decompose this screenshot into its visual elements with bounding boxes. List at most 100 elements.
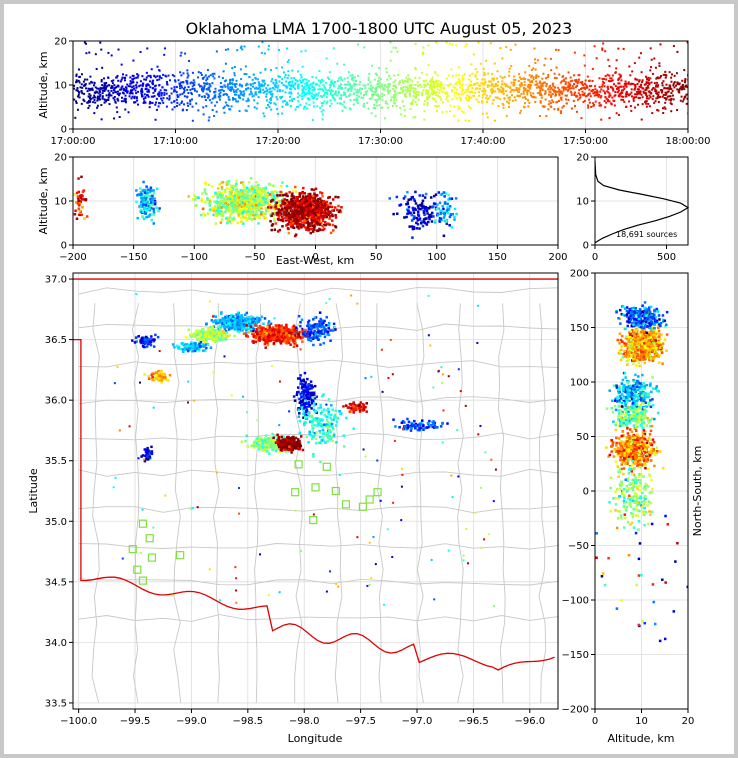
time-altitude-point [306,107,309,110]
time-altitude-point [278,76,281,79]
time-altitude-point [410,83,413,86]
time-altitude-point [512,83,515,86]
time-altitude-point [659,43,662,46]
time-altitude-point [307,89,310,92]
time-altitude-point [131,92,134,95]
east-west-point [305,216,309,219]
time-altitude-point [365,93,368,96]
time-altitude-point [562,105,565,108]
time-altitude-point [270,90,273,93]
time-altitude-point [461,93,464,96]
east-west-point [443,195,446,198]
time-altitude-point [243,73,246,76]
time-altitude-point [354,98,357,101]
time-altitude-point [148,90,151,93]
time-altitude-point [107,96,110,99]
time-altitude-point [276,98,279,101]
time-altitude-point [608,65,611,68]
county-line [91,303,100,704]
time-altitude-point [120,78,123,81]
time-altitude-point [307,80,310,83]
time-altitude-point [168,79,171,82]
time-altitude-point [324,81,327,84]
time-altitude-point [451,90,454,93]
east-west-point [250,185,253,188]
time-altitude-point [557,90,560,93]
time-altitude-point [99,88,102,91]
time-altitude-point [168,94,171,97]
time-altitude-point [545,115,548,118]
east-west-point [449,213,453,216]
time-altitude-point [401,91,404,94]
time-altitude-point [180,74,183,77]
east-west-point [315,222,319,225]
east-west-point [187,195,191,198]
east-west-point [221,201,224,205]
time-altitude-point [129,80,132,83]
time-altitude-point [191,82,194,85]
time-altitude-point [133,95,136,98]
time-altitude-point [153,74,156,77]
time-altitude-point [431,90,434,93]
time-altitude-point [296,84,299,87]
time-altitude-point [516,89,519,92]
east-west-point [237,193,240,197]
time-altitude-point [435,81,438,84]
east-west-point [225,183,229,186]
time-altitude-point [487,97,490,100]
time-altitude-point [531,80,534,83]
east-west-point [255,193,258,197]
time-altitude-point [137,74,140,77]
time-altitude-point [199,71,202,74]
time-altitude-point [426,91,429,94]
east-west-point [295,199,298,203]
time-altitude-point [303,106,306,109]
time-altitude-point [270,80,273,83]
time-altitude-point [223,93,226,96]
east-west-point [283,206,287,209]
east-west-point [410,213,414,217]
east-west-point [276,204,280,208]
time-altitude-point [442,101,445,104]
time-altitude-point [669,95,672,98]
east-west-altitude-tick-label-x: 200 [548,252,567,263]
time-altitude-point [256,78,259,81]
time-altitude-point [375,86,378,89]
time-altitude-point [222,90,225,93]
time-altitude-point [312,88,315,91]
east-west-point [245,213,248,217]
east-west-point [220,196,223,199]
time-altitude-point [338,85,341,88]
east-west-point [76,195,80,198]
time-altitude-point [455,88,458,91]
time-altitude-point [610,86,613,89]
time-altitude-point [586,86,589,89]
time-altitude-point [529,94,532,97]
time-altitude-point [336,79,339,82]
east-west-point [285,199,289,202]
east-west-point [219,206,223,209]
east-west-point [246,217,249,220]
time-altitude-point [116,111,119,114]
time-altitude-point [539,93,542,96]
east-west-point [268,198,271,202]
time-altitude-point [182,91,185,94]
east-west-point [337,204,340,208]
east-west-point [261,188,265,192]
time-altitude-point [201,86,204,89]
east-west-point [244,200,248,204]
east-west-point [144,197,148,201]
time-altitude-point [549,91,552,94]
time-altitude-point [477,91,480,94]
east-west-point [269,204,272,208]
east-west-point [212,213,216,217]
east-west-point [252,195,255,199]
time-altitude-point [115,76,118,79]
time-altitude-point [412,89,415,92]
east-west-point [420,202,424,205]
time-altitude-point [78,75,81,78]
time-altitude-point [231,87,234,90]
time-altitude-point [136,90,139,93]
time-altitude-point [567,84,570,87]
time-altitude-point [404,86,407,89]
